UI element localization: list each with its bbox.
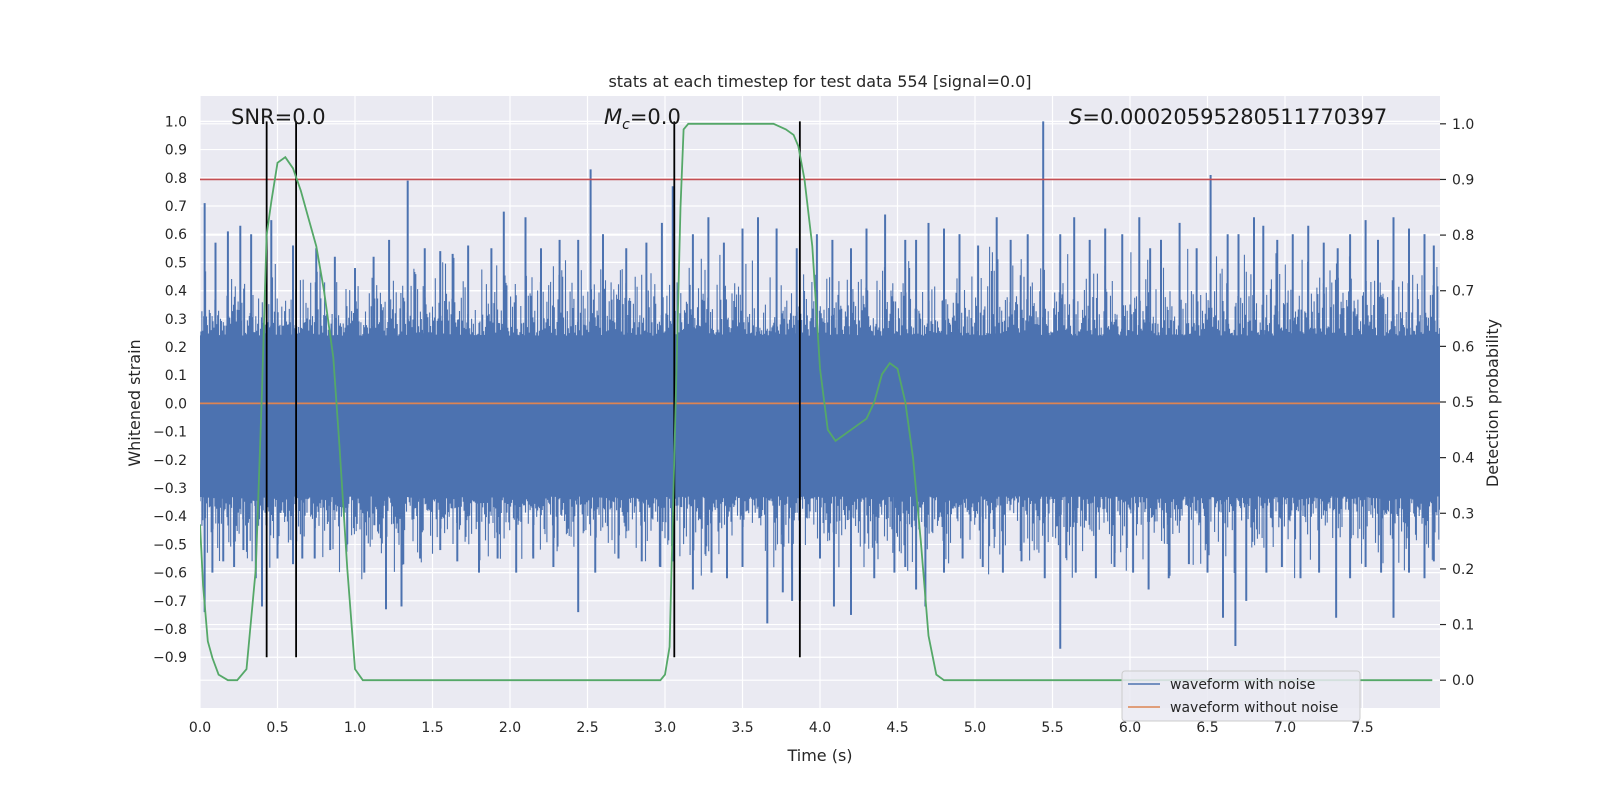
y2-tick-label: 0.7 — [1452, 284, 1474, 300]
s-annotation: S=0.00020595280511770397 — [1069, 105, 1387, 129]
snr-annotation: SNR=0.0 — [231, 105, 326, 129]
x-tick-label: 6.0 — [1119, 720, 1141, 736]
y2-tick-label: 0.3 — [1452, 506, 1474, 522]
x-tick-label: 4.5 — [886, 720, 908, 736]
legend-label-clean: waveform without noise — [1170, 700, 1338, 716]
x-tick-label: 5.0 — [964, 720, 986, 736]
y-tick-label: −0.6 — [153, 566, 187, 582]
y-tick-label: 0.4 — [165, 284, 187, 300]
y-tick-label: −0.4 — [153, 509, 187, 525]
y-tick-label: 0.9 — [165, 143, 187, 159]
y-tick-label: 0.3 — [165, 312, 187, 328]
y-tick-label: 0.8 — [165, 171, 187, 187]
x-tick-label: 4.0 — [809, 720, 831, 736]
y-tick-label: −0.9 — [153, 650, 187, 666]
x-tick-label: 3.0 — [654, 720, 676, 736]
y-axis-ticks: 1.0 0.9 0.8 0.7 0.6 0.5 0.4 0.3 0.2 0.1 0.0 −0.1 −0.… — [153, 114, 187, 666]
y-tick-label: 0.7 — [165, 199, 187, 215]
y-tick-label: 0.1 — [165, 368, 187, 384]
y2-tick-label: 0.0 — [1452, 673, 1474, 689]
probability-curve — [200, 122, 1433, 682]
y2-axis-ticks: 1.0 0.9 0.8 0.7 0.6 0.5 0.4 0.3 0.2 0.1 0.0 — [1440, 117, 1474, 689]
y-tick-label: −0.3 — [153, 481, 187, 497]
y-tick-label: 0.5 — [165, 255, 187, 271]
y2-tick-label: 0.6 — [1452, 339, 1474, 355]
x-tick-label: 6.5 — [1196, 720, 1218, 736]
x-tick-label: 1.5 — [421, 720, 443, 736]
y-tick-label: 0.0 — [165, 396, 187, 412]
x-tick-label: 0.0 — [189, 720, 211, 736]
x-tick-label: 1.0 — [344, 720, 366, 736]
x-axis-ticks: 0.0 0.5 1.0 1.5 2.0 2.5 3.0 3.5 4.0 4.5 5.0 5.5 6.0 6… — [189, 720, 1374, 736]
x-tick-label: 7.0 — [1274, 720, 1296, 736]
y-tick-label: 0.6 — [165, 227, 187, 243]
y2-axis-label: Detection probability — [1483, 319, 1502, 487]
legend: waveform with noise waveform without noi… — [1121, 670, 1361, 722]
y2-tick-label: 0.4 — [1452, 451, 1474, 467]
detection-vlines — [265, 121, 801, 658]
x-tick-label: 3.5 — [731, 720, 753, 736]
y2-tick-label: 0.2 — [1452, 562, 1474, 578]
y-tick-label: −0.2 — [153, 453, 187, 469]
y2-tick-label: 1.0 — [1452, 117, 1474, 133]
y2-tick-label: 0.8 — [1452, 228, 1474, 244]
chart-title: stats at each timestep for test data 554… — [608, 72, 1031, 91]
y-tick-label: −0.7 — [153, 594, 187, 610]
legend-box — [1121, 670, 1361, 722]
y-tick-label: 0.2 — [165, 340, 187, 356]
y-tick-label: −0.1 — [153, 425, 187, 441]
y-tick-label: −0.5 — [153, 537, 187, 553]
mc-annotation: Mc=0.0 — [604, 105, 681, 133]
y2-tick-label: 0.1 — [1452, 618, 1474, 634]
x-tick-label: 7.5 — [1351, 720, 1373, 736]
x-tick-label: 2.5 — [576, 720, 598, 736]
y-tick-label: 1.0 — [165, 114, 187, 130]
legend-label-noise: waveform with noise — [1170, 677, 1315, 693]
y2-tick-label: 0.9 — [1452, 172, 1474, 188]
y2-tick-label: 0.5 — [1452, 395, 1474, 411]
y-axis-label: Whitened strain — [125, 339, 144, 466]
x-axis-label: Time (s) — [786, 746, 852, 765]
x-tick-label: 0.5 — [266, 720, 288, 736]
x-tick-label: 5.5 — [1041, 720, 1063, 736]
series-detection-probability — [200, 122, 1433, 682]
y-tick-label: −0.8 — [153, 622, 187, 638]
x-tick-label: 2.0 — [499, 720, 521, 736]
